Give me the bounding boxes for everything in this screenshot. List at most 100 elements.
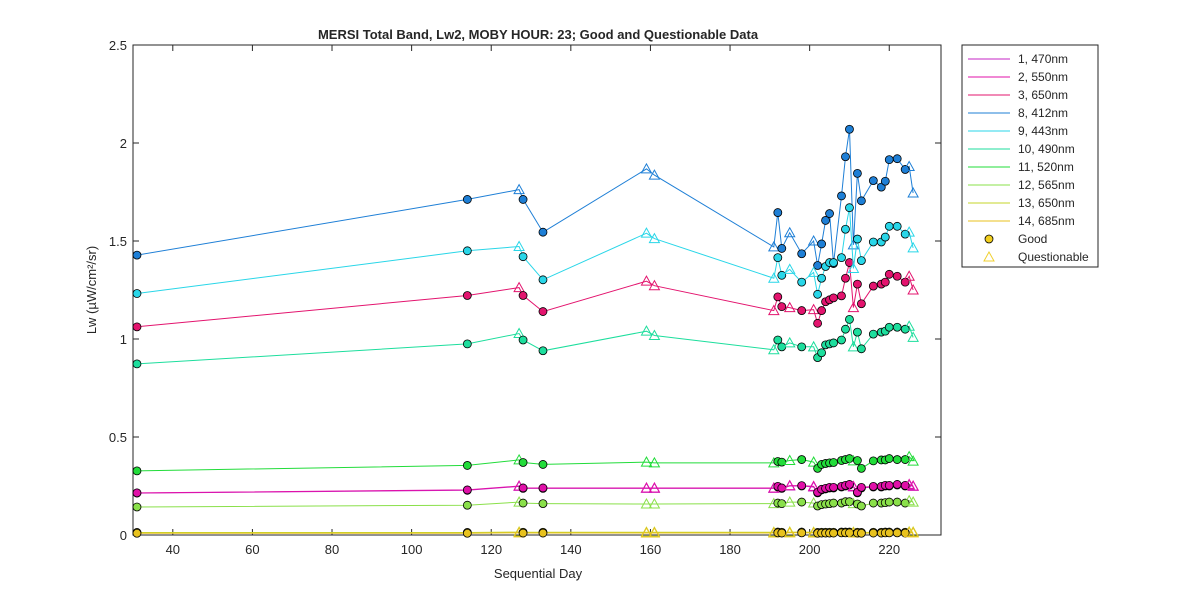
- questionable-point: [807, 340, 820, 352]
- good-point: [884, 322, 894, 332]
- good-point: [132, 250, 142, 260]
- good-point: [538, 499, 548, 509]
- y-tick-label: 1.5: [109, 234, 127, 249]
- good-point: [837, 335, 846, 345]
- axis-ticks: 40 60 80 100 120 140 160 180 200 220 0 0.5 1 1.5 2 2.5: [109, 38, 941, 557]
- good-point: [797, 497, 807, 507]
- legend: 1, 470nm 2, 550nm 3, 650nm 8, 412nm 9, 443nm…: [961, 44, 1099, 268]
- questionable-point: [783, 263, 796, 274]
- good-point: [829, 258, 838, 267]
- series-group: [132, 314, 919, 369]
- good-point: [856, 463, 866, 473]
- good-point: [462, 528, 472, 538]
- good-point: [829, 293, 838, 303]
- good-point: [841, 224, 850, 234]
- x-tick-label: 200: [799, 542, 821, 557]
- questionable-point: [907, 186, 919, 198]
- series-group: [132, 494, 919, 512]
- questionable-point: [767, 343, 780, 355]
- questionable-point: [513, 281, 525, 293]
- good-point: [817, 273, 826, 283]
- good-point: [773, 335, 783, 345]
- good-point: [813, 289, 823, 299]
- questionable-point: [807, 456, 820, 467]
- good-point: [538, 275, 548, 285]
- y-tick-label: 0.5: [109, 430, 127, 445]
- good-point: [821, 216, 830, 225]
- good-point: [538, 528, 548, 538]
- good-point: [868, 176, 878, 186]
- good-point: [868, 456, 878, 466]
- questionable-point: [847, 238, 860, 250]
- questionable-point: [807, 303, 820, 315]
- good-point: [853, 456, 862, 465]
- series-layer: [132, 124, 919, 538]
- x-tick-label: 220: [878, 542, 900, 557]
- y-tick-label: 1: [120, 332, 127, 347]
- good-point: [462, 339, 472, 349]
- questionable-point: [648, 481, 661, 493]
- good-point: [837, 191, 846, 201]
- y-axis-label: Lw (µW/cm²/sr): [84, 246, 99, 334]
- x-tick-label: 180: [719, 542, 741, 557]
- good-point: [892, 221, 902, 231]
- good-point: [817, 348, 826, 358]
- good-point: [853, 327, 862, 337]
- questionable-point: [640, 325, 653, 336]
- legend-label: 13, 650nm: [1018, 196, 1075, 210]
- questionable-point: [907, 331, 919, 342]
- x-axis-label: Sequential Day: [494, 566, 583, 581]
- good-point: [777, 483, 787, 493]
- good-point: [856, 196, 866, 206]
- good-point: [773, 208, 783, 217]
- good-point: [132, 466, 142, 476]
- questionable-point: [783, 479, 796, 491]
- questionable-point: [783, 336, 796, 348]
- good-point: [829, 498, 838, 508]
- good-point: [892, 455, 902, 464]
- x-tick-label: 120: [480, 542, 502, 557]
- good-point: [845, 124, 854, 134]
- good-point: [518, 498, 528, 508]
- good-point: [518, 528, 528, 538]
- good-point: [518, 291, 528, 300]
- good-point: [868, 237, 878, 247]
- questionable-point: [807, 480, 820, 491]
- legend-label: 8, 412nm: [1018, 106, 1068, 120]
- good-point: [462, 195, 472, 204]
- questionable-point: [783, 496, 796, 507]
- good-point: [868, 481, 878, 491]
- good-point: [773, 292, 783, 302]
- good-point: [817, 306, 826, 315]
- good-point: [777, 270, 787, 280]
- legend-label: 2, 550nm: [1018, 70, 1068, 84]
- good-point: [845, 314, 854, 324]
- good-point: [132, 289, 142, 298]
- good-point: [880, 176, 890, 186]
- questionable-point: [907, 526, 919, 538]
- legend-label: Questionable: [1018, 250, 1089, 264]
- good-point: [538, 483, 548, 493]
- questionable-point: [648, 329, 661, 340]
- questionable-point: [767, 304, 780, 316]
- good-point: [538, 346, 548, 356]
- good-point: [538, 460, 548, 469]
- good-point: [132, 502, 142, 512]
- questionable-point: [648, 279, 661, 291]
- good-point: [518, 335, 528, 345]
- good-point: [892, 322, 902, 332]
- good-point: [132, 488, 142, 498]
- y-tick-label: 0: [120, 528, 127, 543]
- good-point: [829, 482, 838, 492]
- legend-label: 10, 490nm: [1018, 142, 1075, 156]
- good-point: [518, 458, 528, 467]
- chart-title: MERSI Total Band, Lw2, MOBY HOUR: 23; Go…: [318, 27, 759, 42]
- questionable-point: [640, 527, 653, 538]
- good-point: [538, 227, 548, 237]
- legend-label: 11, 520nm: [1018, 160, 1074, 174]
- good-point: [777, 244, 787, 253]
- good-point: [462, 485, 472, 495]
- legend-label: 9, 443nm: [1018, 124, 1068, 138]
- legend-label: 1, 470nm: [1018, 52, 1068, 66]
- good-point: [829, 458, 838, 467]
